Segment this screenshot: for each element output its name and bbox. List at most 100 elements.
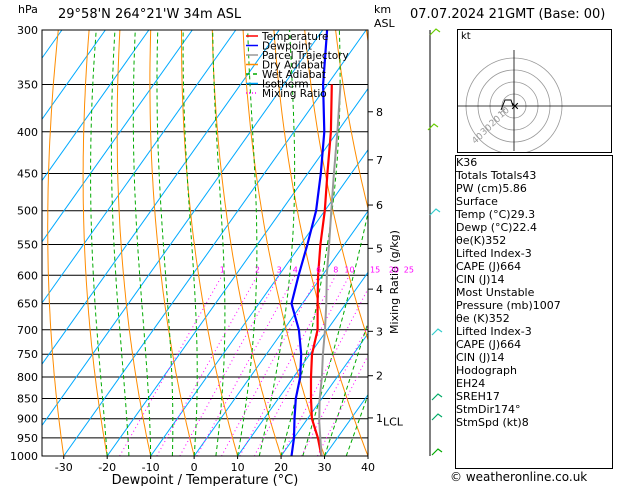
mixing-ratio-axis-title: Mixing Ratio (g/kg) bbox=[388, 230, 401, 334]
legend-label: Mixing Ratio bbox=[262, 88, 327, 100]
pressure-tick-label: 750 bbox=[17, 348, 38, 361]
hodograph-row: SREH17 bbox=[456, 390, 612, 403]
surface-row-value: 664 bbox=[500, 260, 522, 273]
hodograph-row: StmSpd (kt)8 bbox=[456, 416, 612, 429]
wind-barb-icon bbox=[427, 123, 439, 131]
most-unstable-row-key: CAPE (J) bbox=[456, 338, 501, 351]
x-tick-label: 10 bbox=[231, 461, 245, 474]
pressure-tick-label: 300 bbox=[17, 24, 38, 37]
km-tick-label: 5 bbox=[376, 242, 383, 255]
x-tick-label: 20 bbox=[274, 461, 288, 474]
km-tick-label: 3 bbox=[376, 325, 383, 338]
pressure-tick-label: 800 bbox=[17, 371, 38, 384]
height-unit: km bbox=[374, 3, 392, 16]
temperature-profile bbox=[309, 84, 333, 456]
index-row-value: 5.86 bbox=[502, 182, 527, 195]
most-unstable-row: θe (K)352 bbox=[456, 312, 612, 325]
hodograph-row-key: StmDir bbox=[456, 403, 495, 416]
dewpoint-profile bbox=[290, 30, 329, 456]
isotherm-line bbox=[42, 30, 324, 427]
index-row-value: 43 bbox=[522, 169, 537, 182]
wet-adiabat-line bbox=[212, 30, 226, 456]
lcl-label: LCL bbox=[383, 416, 404, 429]
x-tick-label: -30 bbox=[55, 461, 73, 474]
surface-row: CAPE (J)664 bbox=[456, 260, 612, 273]
hodograph-row-key: EH bbox=[456, 377, 472, 390]
pressure-tick-label: 500 bbox=[17, 205, 38, 218]
dry-adiabat-line bbox=[149, 30, 195, 456]
wind-barb-icon bbox=[429, 208, 441, 216]
most-unstable-row: CIN (J)14 bbox=[456, 351, 612, 364]
isotherm-line bbox=[42, 30, 106, 121]
dry-adiabat-line bbox=[181, 30, 239, 456]
surface-row-key: CAPE (J) bbox=[456, 260, 501, 273]
isotherm-line bbox=[0, 30, 18, 456]
x-tick-label: -10 bbox=[142, 461, 160, 474]
surface-row: Lifted Index-3 bbox=[456, 247, 612, 260]
isotherm-line bbox=[106, 87, 368, 456]
km-tick-label: 6 bbox=[376, 199, 383, 212]
dry-adiabat-line bbox=[335, 30, 368, 210]
height-unit-asl: ASL bbox=[374, 17, 395, 30]
hodograph-section-title: Hodograph bbox=[456, 364, 517, 377]
surface-row-value: -3 bbox=[520, 247, 532, 260]
legend-label: Isotherm bbox=[262, 79, 309, 91]
mixing-ratio-line bbox=[301, 324, 368, 456]
most-unstable-row-value: 14 bbox=[490, 351, 505, 364]
most-unstable-row-value: 352 bbox=[488, 312, 510, 325]
mixing-ratio-tick-label: 15 bbox=[370, 265, 380, 274]
mixing-ratio-tick-label: 2 bbox=[255, 265, 260, 274]
dry-adiabat-line bbox=[82, 30, 108, 456]
pressure-tick-label: 550 bbox=[17, 238, 38, 251]
surface-row: Dewp (°C)22.4 bbox=[456, 221, 612, 234]
wet-adiabat-line bbox=[324, 321, 368, 456]
mixing-ratio-tick-label: 4 bbox=[293, 265, 298, 274]
surface-row-key: CIN (J) bbox=[456, 273, 491, 286]
wind-barb-icon bbox=[431, 448, 443, 456]
index-row-key: PW (cm) bbox=[456, 182, 503, 195]
most-unstable-row-key: Pressure (mb) bbox=[456, 299, 533, 312]
mixing-ratio-line bbox=[156, 275, 258, 456]
wet-adiabat-line bbox=[110, 30, 130, 456]
dry-adiabat-line bbox=[304, 30, 368, 342]
hodograph-row-value: 17 bbox=[485, 390, 500, 403]
x-tick-label: 40 bbox=[361, 461, 375, 474]
pressure-tick-label: 450 bbox=[17, 167, 38, 180]
wind-barb-icon bbox=[431, 393, 443, 401]
mixing-ratio-line bbox=[119, 275, 223, 456]
storm-motion-icon: ✕ bbox=[510, 100, 519, 113]
legend-label: Wet Adiabat bbox=[262, 69, 326, 81]
most-unstable-row: Lifted Index-3 bbox=[456, 325, 612, 338]
wet-adiabat-line bbox=[182, 30, 198, 456]
surface-row-key: Lifted Index bbox=[456, 247, 521, 260]
index-row-value: 36 bbox=[463, 156, 478, 169]
isotherm-line bbox=[150, 149, 368, 456]
most-unstable-row-value: 664 bbox=[500, 338, 522, 351]
hodograph-row-key: SREH bbox=[456, 390, 486, 403]
legend-label: Dewpoint bbox=[262, 41, 312, 53]
dry-adiabat-line bbox=[47, 30, 65, 456]
isotherm-line bbox=[42, 30, 193, 243]
hodograph-row-key: StmSpd (kt) bbox=[456, 416, 522, 429]
legend-label: Temperature bbox=[261, 31, 329, 43]
most-unstable-row: Pressure (mb)1007 bbox=[456, 299, 612, 312]
surface-row-key: Dewp (°C) bbox=[456, 221, 513, 234]
pressure-tick-label: 850 bbox=[17, 392, 38, 405]
isotherm-line bbox=[237, 271, 368, 456]
hodograph-row: EH24 bbox=[456, 377, 612, 390]
hodograph-panel: kt 10 20 30 40 ✕ bbox=[457, 29, 612, 153]
wind-barb-icon bbox=[429, 28, 441, 36]
index-row-key: Totals Totals bbox=[456, 169, 523, 182]
surface-row-value: 352 bbox=[485, 234, 507, 247]
pressure-tick-label: 700 bbox=[17, 324, 38, 337]
wet-adiabat-line bbox=[258, 30, 296, 456]
hodograph-row-value: 24 bbox=[471, 377, 486, 390]
x-tick-label: 0 bbox=[191, 461, 198, 474]
km-tick-label: 1 bbox=[376, 412, 383, 425]
surface-row-key: Temp (°C) bbox=[456, 208, 511, 221]
copyright-label: © weatheronline.co.uk bbox=[450, 470, 588, 484]
pressure-tick-label: 400 bbox=[17, 126, 38, 139]
most-unstable-section-title: Most Unstable bbox=[456, 286, 535, 299]
pressure-unit: hPa bbox=[18, 3, 38, 16]
